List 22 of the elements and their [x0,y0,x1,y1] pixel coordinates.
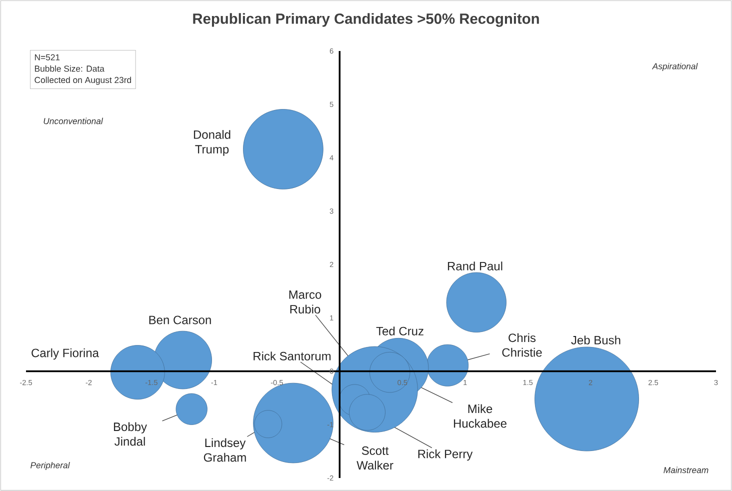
series-label: Donald Trump [194,130,230,156]
text: Chris Christie [502,333,542,357]
series-label: Ted Cruz [376,326,424,336]
series-label: Jeb Bush [571,336,620,344]
text: Scott Walker [356,446,394,470]
annotation: Peripheral [30,462,70,470]
text: Marco Rubio [289,290,322,314]
chart-title: Republican Primary Candidates >50% Recogniton [193,13,539,27]
annotation: Aspirational [652,62,698,72]
annotation: Unconventional [44,118,104,124]
annotation: Collected on August 23rd [34,76,132,85]
annotation: N=521 [34,54,60,60]
series-label: Lindsey Graham [204,438,246,462]
annotation: Mainstream [664,466,708,474]
text: Rick Santorum [254,352,331,360]
annotation: Bubble Size: Data [34,65,104,72]
series-label: Ben Carson [149,316,211,324]
text: Bobby Jindal [114,422,147,446]
series-label: Carly Fiorina [32,348,99,360]
series-label: Rand Paul [448,262,502,270]
text: Mike Huckabee [454,404,506,428]
text: Rick Perry [418,449,473,461]
